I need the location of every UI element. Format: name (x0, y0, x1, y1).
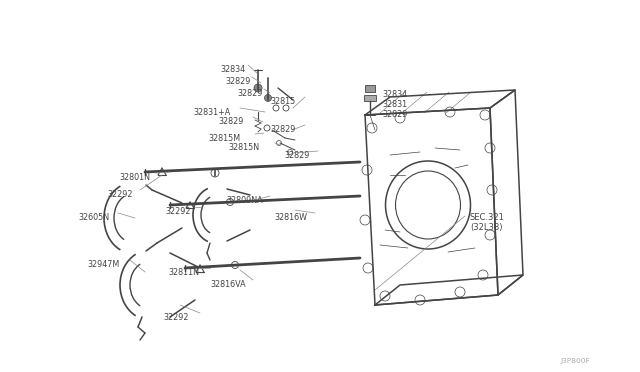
Text: 32829: 32829 (225, 77, 250, 86)
Text: 32829: 32829 (270, 125, 296, 134)
Text: 32831+A: 32831+A (193, 108, 230, 117)
Text: 32947M: 32947M (87, 260, 119, 269)
Circle shape (264, 94, 271, 102)
Text: 32815M: 32815M (208, 134, 240, 143)
Text: 32831: 32831 (382, 100, 407, 109)
Text: 32815: 32815 (270, 97, 295, 106)
Bar (364, 95, 376, 101)
Text: 32292: 32292 (165, 207, 191, 216)
Text: (32L38): (32L38) (470, 223, 502, 232)
Text: 32829: 32829 (284, 151, 309, 160)
Text: 32801N: 32801N (119, 173, 150, 182)
Text: 32816W: 32816W (274, 213, 307, 222)
Text: 32829: 32829 (382, 110, 408, 119)
Text: SEC.321: SEC.321 (470, 213, 505, 222)
Text: 32605N: 32605N (78, 213, 109, 222)
Text: 32809NA: 32809NA (226, 196, 262, 205)
Text: 32834: 32834 (220, 65, 245, 74)
Text: 32829: 32829 (237, 89, 262, 98)
Text: 32811N: 32811N (168, 268, 199, 277)
Text: 32829: 32829 (218, 117, 243, 126)
Text: 32292: 32292 (163, 313, 189, 322)
Bar (365, 85, 375, 92)
Text: 32292: 32292 (107, 190, 132, 199)
Circle shape (254, 84, 262, 92)
Text: 32815N: 32815N (228, 143, 259, 152)
Text: J3P800F: J3P800F (560, 358, 590, 364)
Text: 32816VA: 32816VA (210, 280, 246, 289)
Text: 32834: 32834 (382, 90, 407, 99)
